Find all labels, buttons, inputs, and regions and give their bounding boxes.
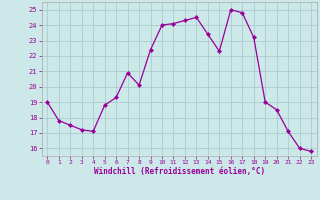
X-axis label: Windchill (Refroidissement éolien,°C): Windchill (Refroidissement éolien,°C) bbox=[94, 167, 265, 176]
